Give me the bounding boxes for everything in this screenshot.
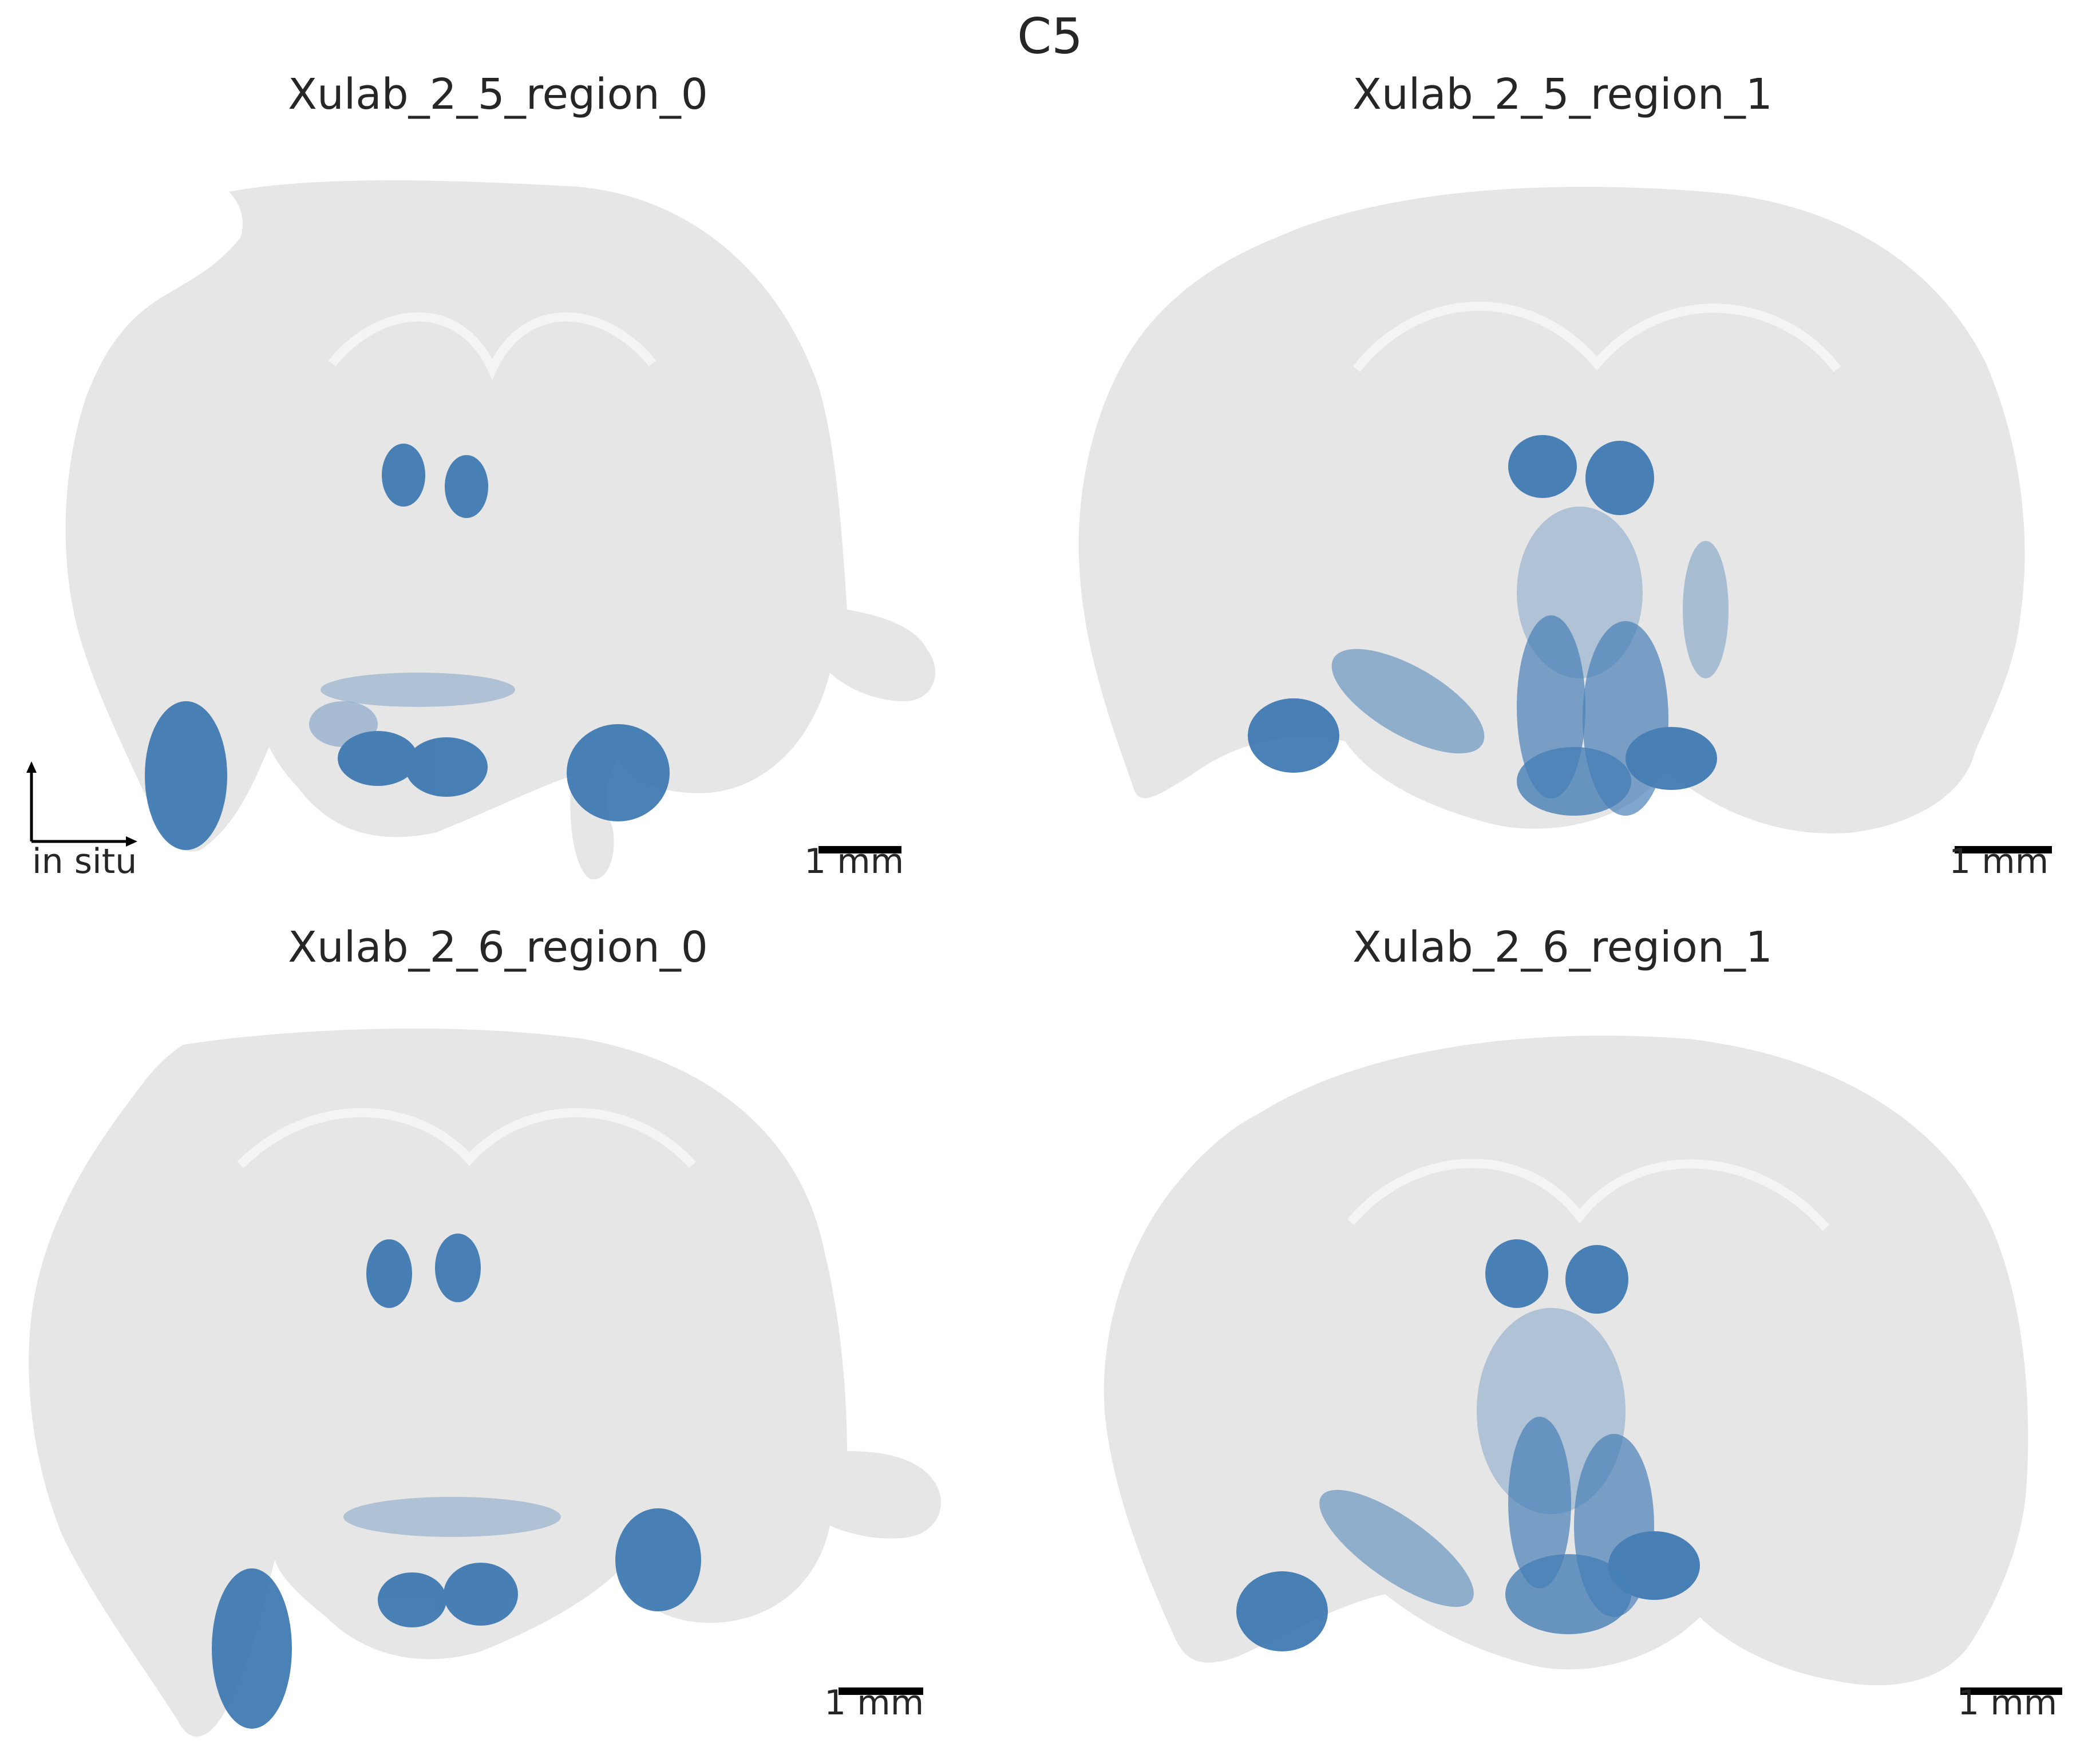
orientation-label: in situ <box>32 841 137 882</box>
expression-cluster <box>435 1234 481 1302</box>
expression-cluster <box>615 1508 701 1611</box>
expression-cluster-group <box>1248 435 1729 816</box>
scalebar <box>818 846 901 853</box>
expression-cluster <box>366 1239 412 1308</box>
expression-cluster <box>212 1568 292 1729</box>
scalebar-label: 1 mm <box>804 841 904 882</box>
expression-cluster <box>1517 747 1631 816</box>
expression-cluster <box>405 737 488 797</box>
scalebar-label: 1 mm <box>1957 1683 2058 1723</box>
expression-cluster-group <box>145 444 670 850</box>
expression-cluster <box>145 701 227 850</box>
expression-cluster <box>567 724 670 821</box>
tissue-section-plot <box>1078 187 2025 833</box>
expression-cluster <box>1236 1571 1328 1651</box>
panel-xulab-2-6-region-0: Xulab_2_6_region_0 1 mm <box>23 922 973 1741</box>
expression-cluster <box>338 731 418 786</box>
expression-cluster <box>382 444 425 507</box>
tissue-section-plot <box>65 180 936 880</box>
axis-arrows-icon <box>26 761 137 847</box>
expression-cluster <box>445 455 488 518</box>
scalebar <box>1960 1687 2062 1695</box>
figure-title: C5 <box>1017 8 1083 65</box>
panel-xulab-2-6-region-1: Xulab_2_6_region_1 1 mm <box>1047 922 2078 1741</box>
scalebar-label: 1 mm <box>1949 841 2049 882</box>
scalebar-label: 1 mm <box>824 1683 924 1723</box>
expression-cluster <box>1626 727 1717 790</box>
expression-cluster <box>1565 1245 1628 1314</box>
scalebar <box>839 1687 923 1695</box>
scalebar <box>1955 846 2052 853</box>
expression-cluster <box>444 1563 518 1626</box>
tissue-section-background <box>29 1028 942 1737</box>
panel-title: Xulab_2_5_region_0 <box>288 70 708 119</box>
expression-cluster <box>378 1572 446 1627</box>
expression-cluster <box>1248 698 1339 773</box>
panel-title: Xulab_2_5_region_1 <box>1352 70 1773 119</box>
expression-cluster <box>1608 1531 1700 1600</box>
expression-cluster-group <box>1236 1239 1700 1651</box>
panel-title: Xulab_2_6_region_0 <box>288 923 708 972</box>
panel-title: Xulab_2_6_region_1 <box>1352 923 1773 972</box>
expression-cluster <box>1485 1239 1548 1308</box>
tissue-section-background <box>65 180 936 880</box>
tissue-section-background <box>1078 187 2025 833</box>
expression-cluster <box>1508 435 1577 498</box>
panel-xulab-2-5-region-0: Xulab_2_5_region_0 in situ 1 mm <box>23 69 973 893</box>
expression-cluster <box>1505 1554 1631 1634</box>
expression-cluster <box>1508 1417 1571 1588</box>
expression-cluster-group <box>212 1234 701 1729</box>
expression-cluster <box>1585 441 1654 515</box>
tissue-section-plot <box>29 1028 942 1737</box>
panel-xulab-2-5-region-1: Xulab_2_5_region_1 1 mm <box>1047 69 2078 893</box>
tissue-section-plot <box>1104 1035 2028 1686</box>
